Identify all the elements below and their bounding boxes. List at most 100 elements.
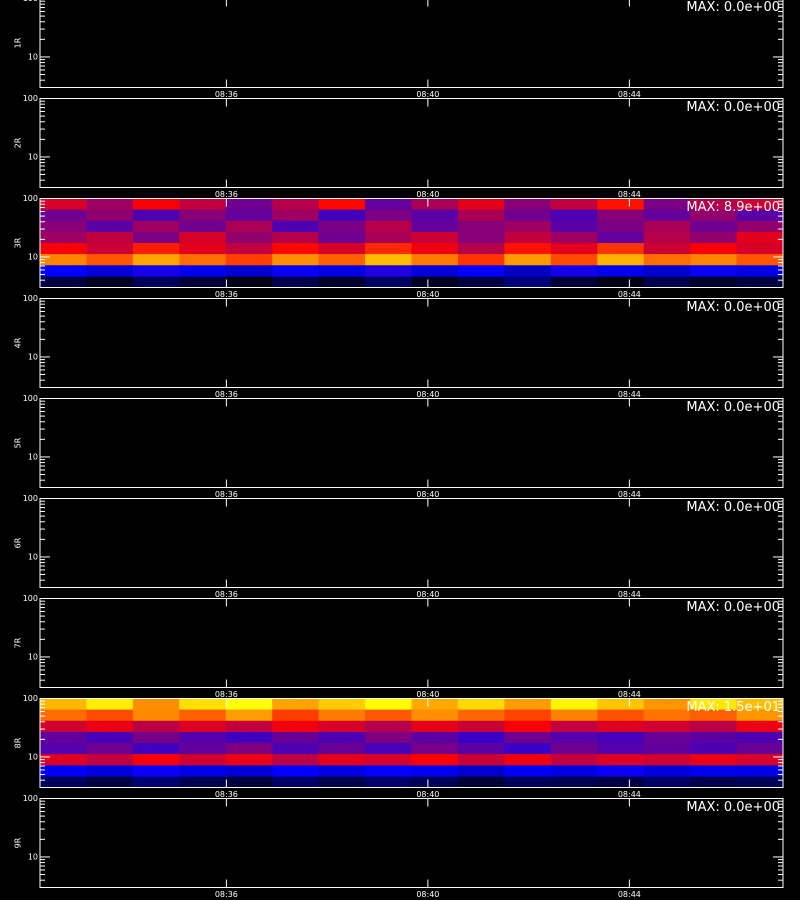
- heatmap-cell: [411, 243, 459, 255]
- heatmap-cell: [318, 720, 366, 733]
- heatmap-cell: [40, 731, 87, 744]
- heatmap-cell: [179, 754, 227, 766]
- heatmap-cell: [504, 243, 552, 255]
- y-tick-label: 10: [28, 552, 38, 561]
- heatmap-cell: [86, 220, 134, 233]
- heatmap-cell: [272, 265, 319, 277]
- heatmap-cell: [225, 198, 273, 210]
- heatmap-cell: [643, 276, 691, 288]
- heatmap-cell: [272, 709, 319, 722]
- x-tick-label: 08:40: [416, 790, 439, 799]
- heatmap-cell: [643, 243, 691, 255]
- heatmap-cell: [318, 198, 366, 210]
- heatmap-cell: [411, 743, 459, 755]
- heatmap-cell: [597, 754, 644, 766]
- heatmap-cell: [86, 254, 134, 266]
- heatmap-cell: [597, 209, 644, 222]
- max-label: MAX: 0.0e+00: [686, 800, 780, 815]
- max-label: MAX: 0.0e+00: [686, 300, 780, 315]
- panel: 10 100 08:36 08:40 08:44 9R MAX: 0.0e+00: [14, 794, 784, 899]
- heatmap-cell: [179, 254, 227, 266]
- heatmap-cell: [179, 209, 227, 222]
- heatmap-cell: [86, 265, 134, 277]
- x-tick-label: 08:40: [416, 290, 439, 299]
- heatmap-cell: [40, 698, 87, 710]
- heatmap-cell: [504, 209, 552, 222]
- x-tick-label: 08:36: [215, 290, 238, 299]
- heatmap-cell: [179, 231, 227, 244]
- heatmap-cell: [457, 198, 505, 210]
- heatmap-cell: [225, 220, 273, 233]
- heatmap-cell: [272, 209, 319, 222]
- x-tick-label: 08:36: [215, 490, 238, 499]
- heatmap-cell: [40, 776, 87, 788]
- heatmap-cell: [736, 754, 784, 766]
- x-tick-label: 08:40: [416, 490, 439, 499]
- heatmap-cell: [736, 231, 784, 244]
- plot-frame: [39, 198, 784, 288]
- plot-frame: [39, 698, 784, 788]
- y-axis-label: 9R: [14, 837, 23, 848]
- heatmap-cell: [643, 265, 691, 277]
- panel: 10 100 08:36 08:40 08:44 8R MAX: 1.5e+01: [14, 694, 784, 799]
- x-tick-label: 08:44: [618, 790, 641, 799]
- heatmap-cell: [365, 731, 412, 744]
- heatmap-cell: [272, 776, 319, 788]
- y-axis-label: 8R: [14, 737, 23, 748]
- heatmap-cell: [690, 698, 737, 710]
- heatmap-cell: [318, 209, 366, 222]
- heatmap-cell: [597, 265, 644, 277]
- y-axis-label: 5R: [14, 437, 23, 448]
- heatmap-cell: [365, 231, 412, 244]
- heatmap-cell: [132, 198, 180, 210]
- heatmap-cell: [550, 765, 598, 777]
- heatmap-cell: [365, 709, 412, 722]
- heatmap-cell: [550, 243, 598, 255]
- heatmap-cell: [179, 731, 227, 744]
- heatmap-cell: [736, 776, 784, 788]
- heatmap-cell: [225, 265, 273, 277]
- heatmap-cell: [457, 243, 505, 255]
- heatmap-cell: [179, 243, 227, 255]
- heatmap-cell: [318, 731, 366, 744]
- x-tick-label: 08:44: [618, 590, 641, 599]
- heatmap-cell: [643, 231, 691, 244]
- x-tick-label: 08:40: [416, 190, 439, 199]
- x-tick-label: 08:40: [416, 590, 439, 599]
- heatmap-cell: [86, 209, 134, 222]
- heatmap-cell: [225, 776, 273, 788]
- x-tick-label: 08:44: [618, 90, 641, 99]
- heatmap-cell: [411, 276, 459, 288]
- heatmap-cell: [40, 709, 87, 722]
- heatmap-cell: [318, 254, 366, 266]
- heatmap-cell: [40, 265, 87, 277]
- heatmap-cell: [736, 743, 784, 755]
- heatmap-cell: [318, 776, 366, 788]
- heatmap-cell: [643, 720, 691, 733]
- heatmap-cell: [643, 743, 691, 755]
- heatmap-cell: [504, 709, 552, 722]
- heatmap-cell: [550, 198, 598, 210]
- heatmap-cell: [736, 198, 784, 210]
- heatmap-cell: [179, 265, 227, 277]
- heatmap-cell: [179, 220, 227, 233]
- heatmap-cell: [86, 698, 134, 710]
- heatmap-cell: [132, 243, 180, 255]
- y-tick-label: 100: [23, 294, 38, 303]
- heatmap-cell: [86, 243, 134, 255]
- x-tick-label: 08:40: [416, 890, 439, 899]
- heatmap-cell: [411, 720, 459, 733]
- y-tick-label: 10: [28, 252, 38, 261]
- heatmap-cell: [411, 198, 459, 210]
- heatmap-cell: [365, 754, 412, 766]
- heatmap-cell: [690, 243, 737, 255]
- heatmap-cell: [597, 709, 644, 722]
- heatmap-cell: [179, 276, 227, 288]
- x-tick-label: 08:44: [618, 290, 641, 299]
- heatmap-cell: [457, 231, 505, 244]
- y-tick-label: 10: [28, 752, 38, 761]
- heatmap-cell: [736, 265, 784, 277]
- panel: 10 100 08:36 08:40 08:44 3R MAX: 8.9e+00: [14, 194, 784, 299]
- heatmap-cell: [132, 698, 180, 710]
- heatmap-cell: [504, 776, 552, 788]
